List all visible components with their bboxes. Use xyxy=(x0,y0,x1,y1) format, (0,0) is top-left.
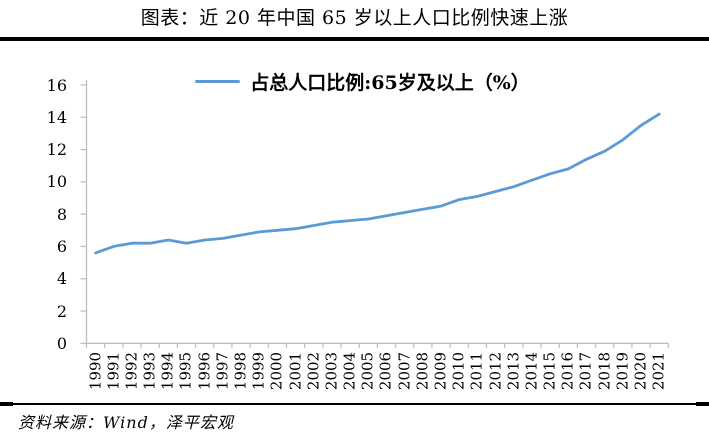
x-tick-label: 2015 xyxy=(540,351,559,391)
y-tick-label: 2 xyxy=(56,301,67,321)
source-note: 资料来源：Wind，泽平宏观 xyxy=(18,413,234,432)
x-tick-label: 2019 xyxy=(613,351,632,391)
y-tick-label: 6 xyxy=(56,236,67,256)
footer-rule-right-cap xyxy=(696,402,709,406)
chart-title: 图表：近 20 年中国 65 岁以上人口比例快速上涨 xyxy=(140,7,569,29)
x-tick-label: 1993 xyxy=(140,351,159,391)
x-tick-label: 2010 xyxy=(449,351,468,391)
x-tick-label: 2007 xyxy=(395,351,414,391)
legend-line-marker-icon xyxy=(195,79,241,84)
footer-divider-rule xyxy=(0,403,709,405)
x-tick-label: 2014 xyxy=(522,351,541,391)
x-tick-label: 2016 xyxy=(558,351,577,391)
x-tick-label: 2012 xyxy=(486,351,505,391)
y-tick-label: 8 xyxy=(56,204,67,224)
x-tick-label: 2008 xyxy=(413,351,432,391)
x-tick-label: 1991 xyxy=(104,351,123,391)
y-tick-label: 12 xyxy=(46,140,67,160)
x-tick-label: 2005 xyxy=(358,351,377,391)
x-tick-label: 2013 xyxy=(504,351,523,391)
x-tick-label: 2003 xyxy=(322,351,341,391)
x-tick-label: 2006 xyxy=(376,351,395,391)
x-tick-label: 2020 xyxy=(631,351,650,391)
y-tick-label: 0 xyxy=(56,333,67,353)
x-tick-label: 1998 xyxy=(231,351,250,391)
x-tick-label: 1999 xyxy=(249,351,268,391)
x-tick-label: 1992 xyxy=(122,351,141,391)
y-tick-label: 10 xyxy=(46,172,67,192)
y-tick-label: 14 xyxy=(46,107,67,127)
x-tick-label: 1990 xyxy=(86,351,105,391)
y-tick-label: 16 xyxy=(46,75,67,95)
footer-rule-left-cap xyxy=(0,402,13,406)
x-tick-label: 2021 xyxy=(649,351,668,391)
x-tick-label: 2001 xyxy=(286,351,305,391)
y-tick-label: 4 xyxy=(56,269,67,289)
x-tick-label: 1996 xyxy=(195,351,214,391)
x-tick-label: 2002 xyxy=(304,351,323,391)
chart-legend: 占总人口比例:65岁及以上（%） xyxy=(8,68,709,95)
x-tick-label: 2000 xyxy=(267,351,286,391)
x-tick-label: 2018 xyxy=(595,351,614,391)
series-line xyxy=(94,112,661,255)
x-tick-label: 1997 xyxy=(213,351,232,391)
x-tick-label: 2011 xyxy=(467,351,486,391)
x-tick-label: 2009 xyxy=(431,351,450,391)
x-tick-label: 2004 xyxy=(340,351,359,391)
x-tick-label: 1995 xyxy=(176,351,195,391)
legend-label: 占总人口比例:65岁及以上（%） xyxy=(250,72,530,94)
x-tick-label: 2017 xyxy=(576,351,595,391)
title-divider-rule xyxy=(0,37,709,41)
x-tick-label: 1994 xyxy=(158,351,177,391)
